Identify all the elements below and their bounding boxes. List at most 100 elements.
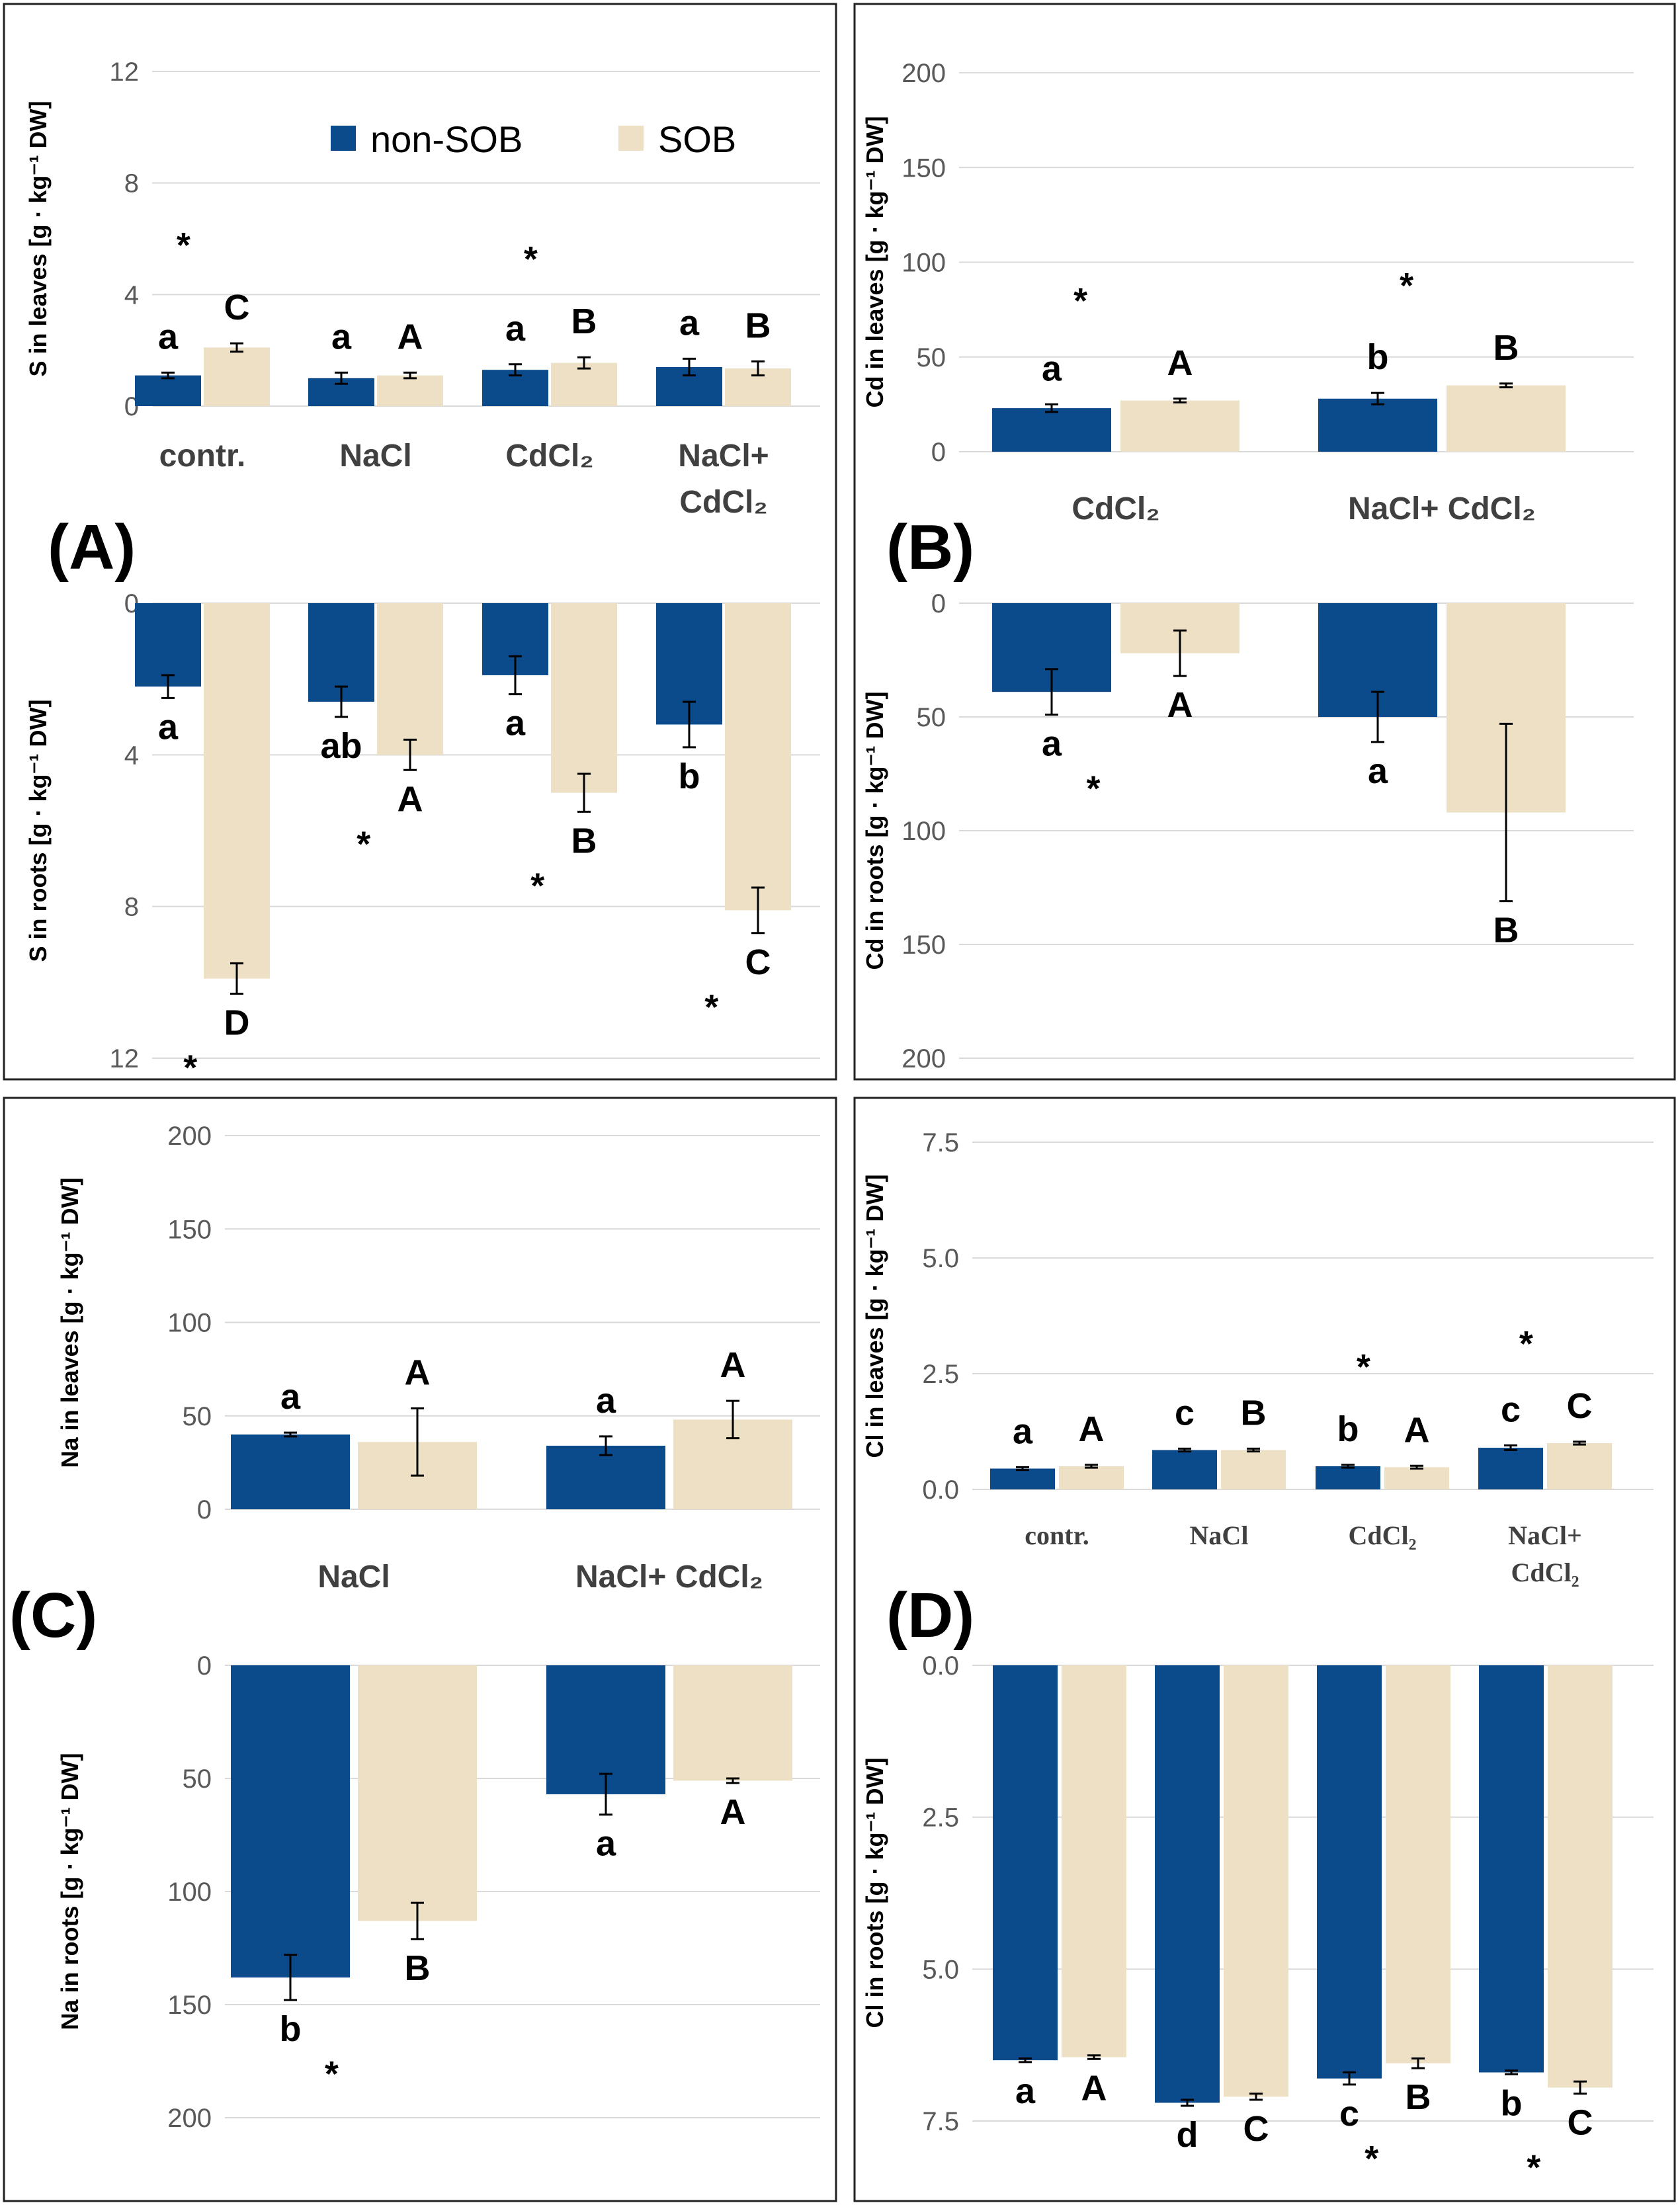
d-roots-bar-non-sob: [1317, 1665, 1382, 2079]
c-roots-significance-letter: A: [720, 1792, 746, 1832]
d-roots-significance-letter: C: [1243, 2109, 1269, 2149]
b-leaves-ylabel: Cd in leaves [g · kg⁻¹ DW]: [861, 116, 888, 407]
b-roots-significance-letter: A: [1167, 685, 1193, 725]
a-leaves-significance-letter: a: [331, 317, 352, 356]
d-leaves-significance-letter: A: [1404, 1410, 1430, 1450]
b-roots-significance-letter: B: [1493, 911, 1519, 950]
legend-swatch-non-sob: [331, 126, 356, 151]
a-roots-ylabel: S in roots [g · kg⁻¹ DW]: [24, 700, 52, 962]
b-leaves-bar-sob: [1120, 400, 1239, 452]
b-roots-ytick-label: 0: [931, 589, 946, 618]
c-leaves-ytick-label: 100: [167, 1309, 212, 1338]
a-leaves-bar-sob: [377, 375, 443, 406]
b-leaves-significance-letter: B: [1493, 328, 1519, 368]
d-leaves-bar-non-sob: [1152, 1450, 1217, 1489]
d-roots-bar-non-sob: [1155, 1665, 1220, 2103]
a-leaves-bar-non-sob: [135, 375, 201, 406]
d-roots-significance-letter: d: [1177, 2115, 1198, 2155]
d-roots-significance-letter: C: [1568, 2103, 1593, 2143]
a-roots-ytick-label: 4: [124, 741, 139, 770]
panel-frame-a: [3, 3, 837, 1081]
a-leaves-category-label: NaCl: [339, 438, 411, 474]
c-roots-bar-sob: [673, 1665, 792, 1781]
a-leaves-ytick-label: 4: [124, 280, 139, 310]
d-roots-ytick-label: 0.0: [922, 1651, 959, 1681]
a-roots-significance-letter: b: [679, 757, 700, 796]
d-roots-significance-letter: a: [1015, 2071, 1036, 2111]
d-roots-significance-letter: c: [1339, 2094, 1359, 2134]
a-roots-significance-letter: C: [745, 942, 771, 982]
d-leaves-ytick-label: 2.5: [922, 1360, 959, 1389]
d-leaves-bar-non-sob: [1316, 1466, 1380, 1489]
a-roots-significance-letter: B: [571, 821, 597, 860]
d-leaves-category-label: CdCl₂: [1348, 1520, 1416, 1550]
a-roots-ytick-label: 12: [110, 1044, 140, 1073]
b-leaves-bar-sob: [1447, 385, 1566, 452]
c-leaves-ytick-label: 0: [197, 1495, 212, 1524]
a-roots-significance-letter: D: [224, 1003, 250, 1043]
a-leaves-ytick-label: 12: [110, 58, 140, 87]
b-leaves-asterisk: *: [1400, 266, 1413, 306]
panel-label-d: (D): [886, 1580, 974, 1651]
c-leaves-ytick-label: 50: [183, 1402, 212, 1431]
a-roots-significance-letter: a: [158, 707, 179, 747]
d-roots-bar-sob: [1386, 1665, 1450, 2063]
a-roots-asterisk: *: [357, 824, 370, 864]
b-leaves-significance-letter: b: [1367, 337, 1389, 377]
c-leaves-bar-non-sob: [546, 1445, 665, 1509]
b-leaves-ytick-label: 150: [902, 153, 946, 183]
b-leaves-significance-letter: a: [1042, 349, 1062, 388]
c-leaves-category-label: NaCl+ CdCl₂: [575, 1560, 763, 1595]
d-leaves-bar-sob: [1384, 1467, 1449, 1489]
d-leaves-significance-letter: B: [1241, 1393, 1267, 1433]
d-roots-ylabel: Cl in roots [g · kg⁻¹ DW]: [861, 1758, 888, 2028]
d-leaves-category-label: contr.: [1025, 1520, 1089, 1550]
c-roots-ytick-label: 0: [197, 1651, 212, 1681]
b-leaves-bar-non-sob: [1318, 398, 1437, 452]
c-leaves-ytick-label: 150: [167, 1215, 212, 1244]
b-leaves-category-label: CdCl₂: [1071, 491, 1159, 526]
b-roots-asterisk: *: [1087, 769, 1101, 809]
a-leaves-significance-letter: a: [679, 303, 700, 343]
panel-label-b: (B): [886, 512, 974, 583]
a-leaves-significance-letter: B: [745, 306, 771, 346]
d-leaves-ytick-label: 0.0: [922, 1476, 959, 1505]
a-roots-bar-sob: [377, 603, 443, 755]
d-leaves-significance-letter: c: [1175, 1393, 1195, 1433]
c-roots-significance-letter: a: [596, 1824, 616, 1864]
b-leaves-category-label: NaCl+ CdCl₂: [1348, 491, 1536, 526]
a-leaves-bar-sob: [204, 347, 270, 406]
a-leaves-category-label: CdCl₂: [505, 438, 593, 474]
d-roots-ytick-label: 7.5: [922, 2107, 959, 2136]
d-roots-bar-non-sob: [1479, 1665, 1544, 2073]
panel-frame-b: [853, 3, 1676, 1081]
d-roots-ytick-label: 2.5: [922, 1804, 959, 1833]
a-roots-bar-sob: [551, 603, 617, 793]
d-leaves-significance-letter: c: [1501, 1390, 1521, 1430]
plots-layer: 0 4 8 12 S in leaves [g · kg⁻¹ DW] contr. NaCl…: [24, 58, 1654, 2188]
c-leaves-significance-letter: a: [596, 1381, 616, 1421]
d-roots-significance-letter: b: [1501, 2083, 1523, 2123]
legend-label-non-sob: non-SOB: [370, 118, 523, 160]
c-roots-ytick-label: 200: [167, 2104, 212, 2133]
d-leaves-asterisk: *: [1519, 1324, 1533, 1364]
d-roots-significance-letter: B: [1406, 2077, 1431, 2117]
a-roots-asterisk: *: [530, 866, 544, 905]
d-leaves-category-label: CdCl₂: [1511, 1558, 1579, 1587]
b-roots-ytick-label: 150: [902, 931, 946, 960]
d-leaves-ylabel: Cl in leaves [g · kg⁻¹ DW]: [861, 1174, 888, 1458]
c-roots-asterisk: *: [325, 2054, 339, 2094]
c-roots-ytick-label: 100: [167, 1878, 212, 1907]
b-leaves-asterisk: *: [1073, 281, 1087, 321]
c-roots-bar-non-sob: [231, 1665, 350, 1977]
d-roots-significance-letter: A: [1081, 2068, 1107, 2108]
a-roots-bar-sob: [204, 603, 270, 979]
d-roots-asterisk: *: [1365, 2139, 1378, 2179]
c-roots-ytick-label: 50: [183, 1765, 212, 1794]
legend-swatch-sob: [618, 126, 644, 151]
c-leaves-bar-non-sob: [231, 1435, 350, 1509]
a-leaves-significance-letter: a: [505, 309, 526, 349]
c-leaves-category-label: NaCl: [317, 1560, 390, 1595]
c-leaves-significance-letter: A: [405, 1352, 431, 1392]
